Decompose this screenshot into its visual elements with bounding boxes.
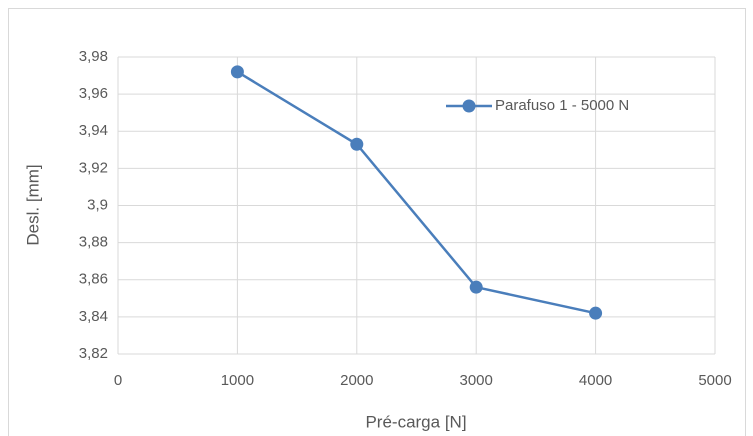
data-point [589, 306, 603, 320]
y-tick-label: 3,84 [79, 308, 108, 325]
y-tick-label: 3,98 [79, 48, 108, 65]
chart-frame [8, 8, 746, 436]
y-tick-label: 3,82 [79, 345, 108, 362]
y-tick-label: 3,96 [79, 85, 108, 102]
y-tick-label: 3,9 [87, 196, 108, 213]
x-tick-label: 5000 [698, 372, 731, 389]
y-tick-label: 3,86 [79, 271, 108, 288]
data-point [350, 137, 364, 151]
x-tick-label: 1000 [221, 372, 254, 389]
x-axis-title: Pré-carga [N] [365, 412, 466, 431]
x-tick-label: 0 [114, 372, 122, 389]
legend-label: Parafuso 1 - 5000 N [495, 97, 629, 114]
y-axis-title: Desl. [mm] [23, 164, 42, 245]
y-tick-label: 3,88 [79, 234, 108, 251]
x-tick-label: 2000 [340, 372, 373, 389]
y-tick-label: 3,94 [79, 122, 108, 139]
y-tick-label: 3,92 [79, 159, 108, 176]
x-tick-label: 3000 [460, 372, 493, 389]
data-line [236, 70, 596, 315]
data-point [230, 65, 244, 79]
data-point [469, 280, 483, 294]
legend-marker [462, 99, 476, 113]
x-tick-label: 4000 [579, 372, 612, 389]
